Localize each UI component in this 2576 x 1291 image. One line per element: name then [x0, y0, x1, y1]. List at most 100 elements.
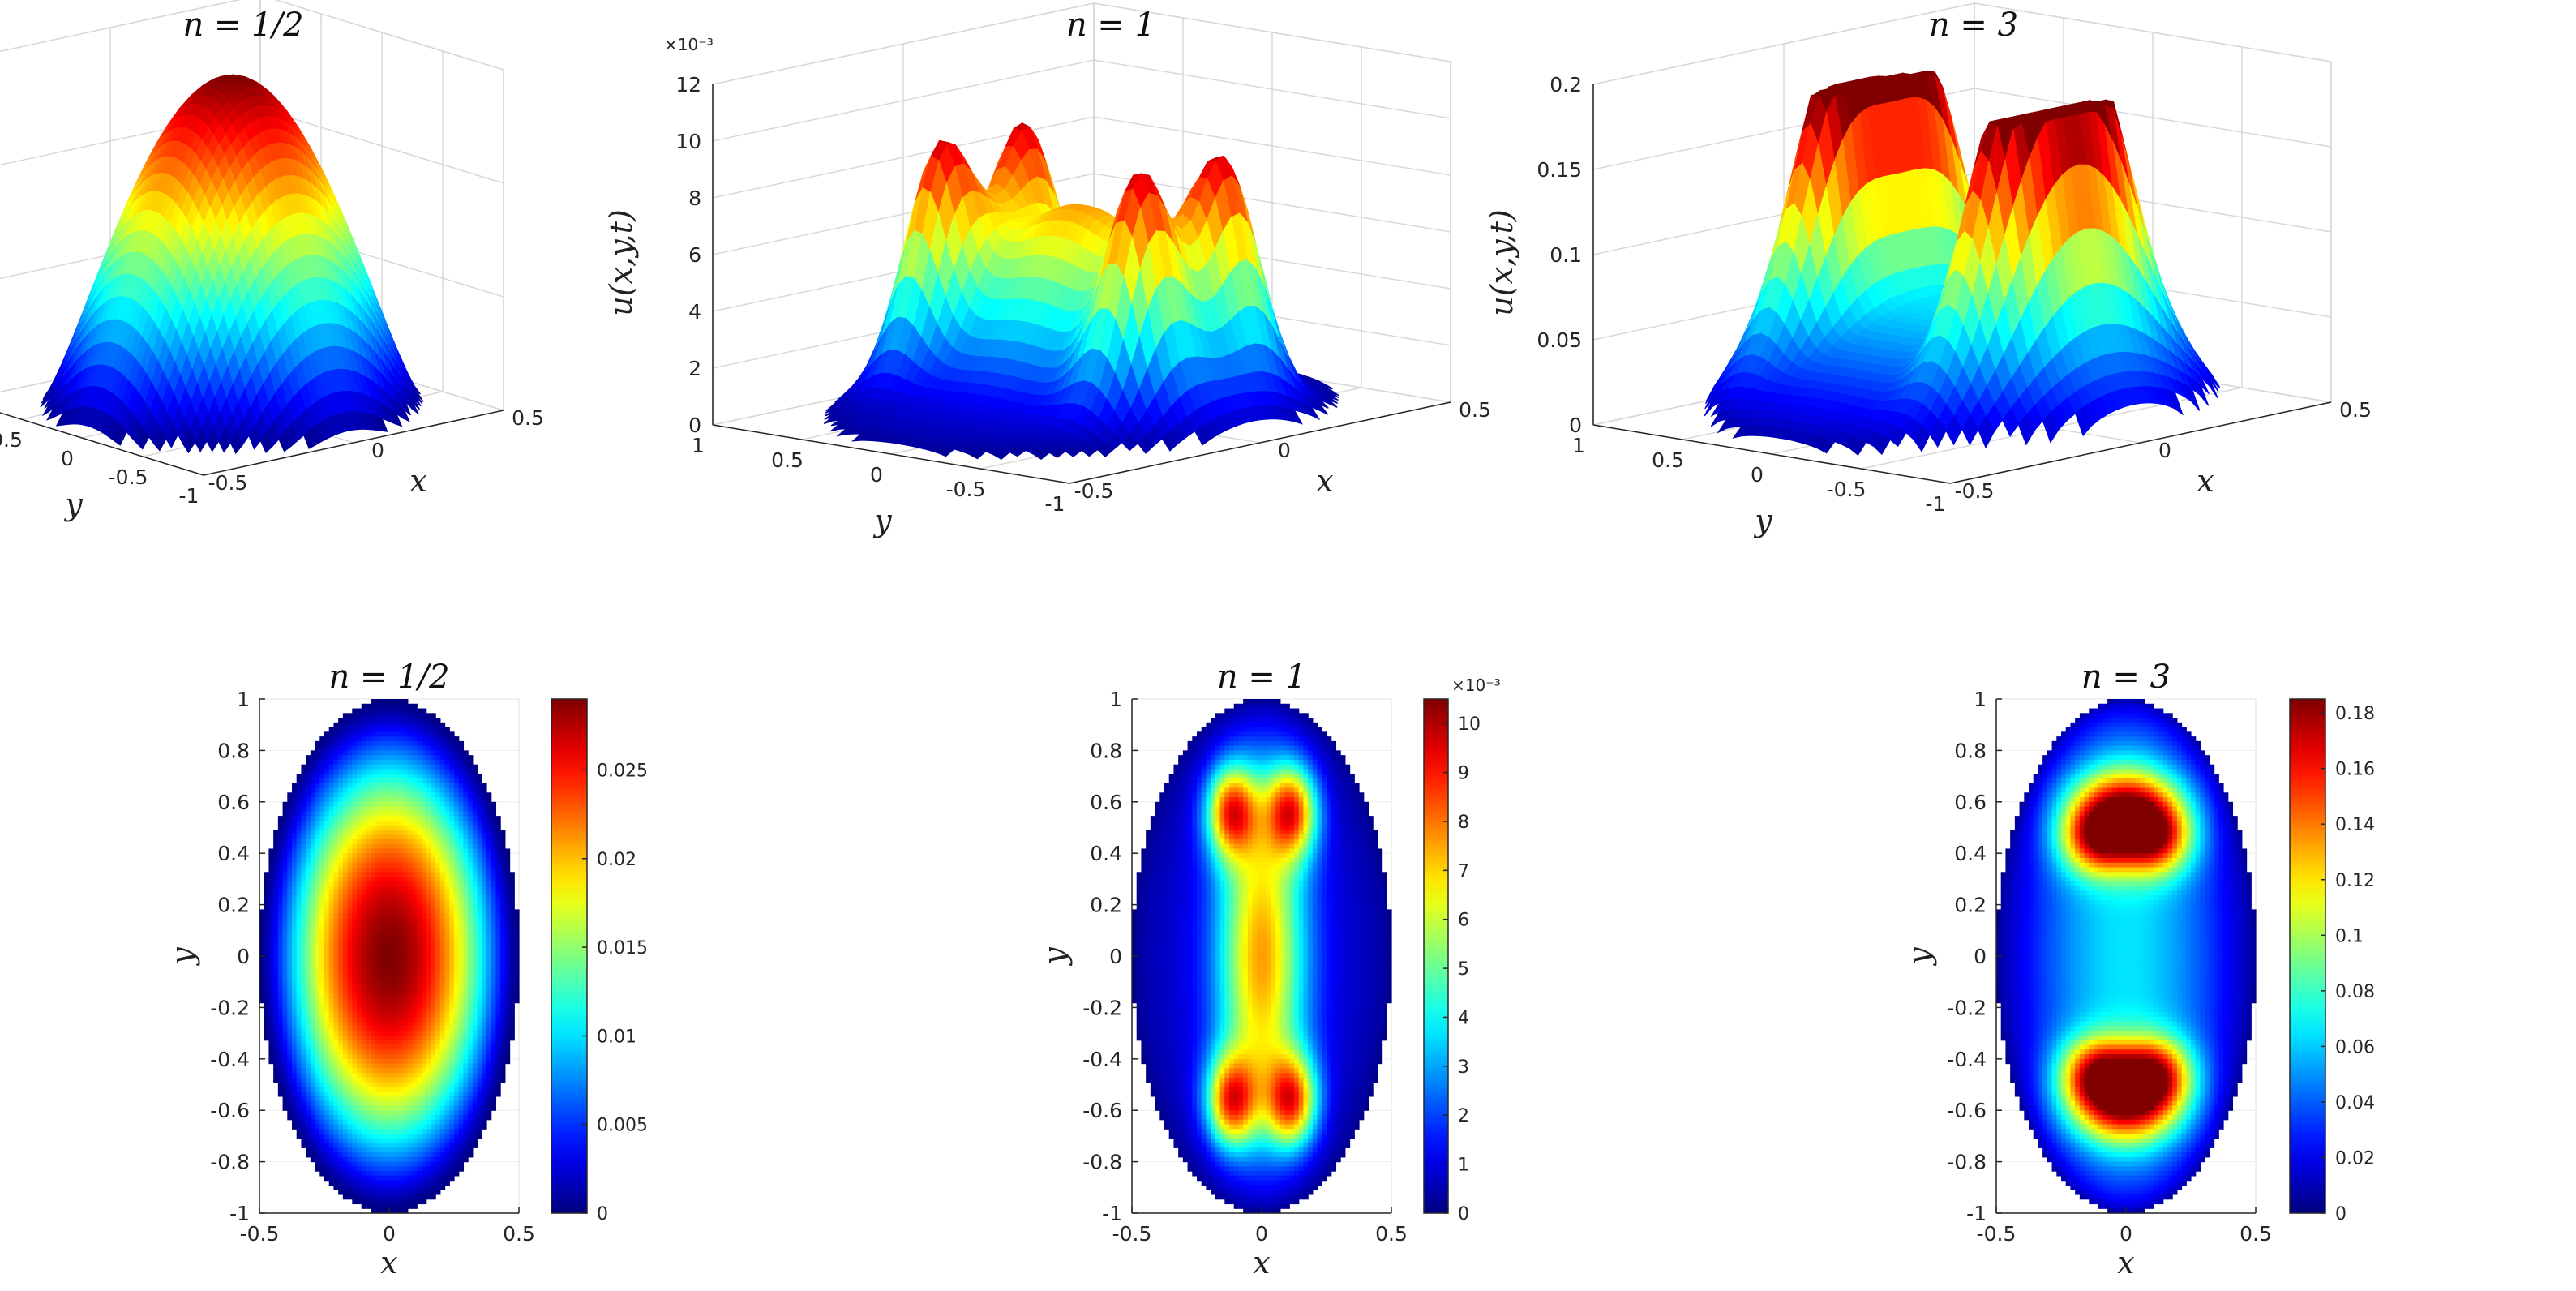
heatmap-cell [268, 937, 273, 942]
y-tick-label: -0.5 [109, 465, 148, 489]
heatmap-cell [268, 886, 273, 891]
heatmap-cell [273, 980, 278, 984]
heatmap-cell [273, 1040, 278, 1045]
y-tick-label: 0.5 [1652, 448, 1684, 472]
heatmap-cell [283, 905, 288, 910]
heatmap-cell [264, 881, 269, 886]
heatmap-cell [278, 1073, 283, 1078]
heatmap-cell [278, 928, 283, 933]
heatmap-cell [268, 970, 273, 975]
heatmap-cell [278, 895, 283, 900]
heatmap-cell [283, 816, 288, 821]
heatmap-cell [273, 942, 278, 947]
heatmap-cell [259, 942, 264, 947]
heatmap-cell [268, 1017, 273, 1022]
heatmap-cell [264, 919, 269, 924]
z-tick-label: 0.2 [1549, 73, 1582, 97]
heatmap-cell [283, 830, 288, 834]
heatmap-cell [278, 980, 283, 984]
heatmap-cell [268, 863, 273, 868]
heatmap-cell [268, 975, 273, 980]
heatmap-cell [278, 1068, 283, 1073]
heatmap-cell [278, 848, 283, 853]
heatmap-cell [259, 924, 264, 929]
heatmap-cell [283, 928, 288, 933]
heatmap-cell [283, 834, 288, 839]
heatmap-cell [264, 989, 269, 993]
heatmap-cell [283, 924, 288, 929]
heatmap-cell [278, 1036, 283, 1040]
heatmap-cell [273, 853, 278, 858]
heatmap-cell [273, 970, 278, 975]
heatmap-cell [264, 914, 269, 919]
heatmap-cell [264, 1026, 269, 1031]
heatmap-cell [273, 905, 278, 910]
heatmap-cell [264, 872, 269, 877]
heatmap-cell [283, 867, 288, 872]
heatmap-cell [264, 970, 269, 975]
heatmap-cell [268, 1031, 273, 1036]
heatmap-cell [273, 844, 278, 849]
z-tick-label: 6 [688, 243, 701, 267]
heatmap-cell [278, 914, 283, 919]
heatmap-cell [273, 1007, 278, 1012]
heatmap-cell [268, 905, 273, 910]
heatmap-cell [264, 1031, 269, 1036]
heatmap-cell [278, 886, 283, 891]
heatmap-cell [273, 956, 278, 961]
heatmap-cell [273, 975, 278, 980]
heatmap-cell [273, 1036, 278, 1040]
heatmap-cell [273, 914, 278, 919]
heatmap-cell [268, 966, 273, 971]
heatmap-cell [278, 909, 283, 914]
heatmap-cell [273, 890, 278, 895]
heatmap-cell [283, 890, 288, 895]
heatmap-cell [268, 998, 273, 1003]
z-tick-label: 2 [688, 357, 701, 380]
heatmap-cell [259, 919, 264, 924]
heatmap-cell [278, 946, 283, 951]
heatmap-cell [278, 826, 283, 830]
heatmap-cell [273, 1078, 278, 1083]
y-tick-label: -1 [1045, 492, 1065, 516]
heatmap-cell [278, 900, 283, 905]
heatmap-cell [283, 909, 288, 914]
surface-title: n = 1 [1066, 6, 1155, 44]
z-multiplier: ×10⁻³ [664, 35, 714, 54]
heatmap-cell [278, 989, 283, 993]
heatmap-cell [283, 848, 288, 853]
heatmap-cell [273, 1073, 278, 1078]
heatmap-cell [283, 863, 288, 868]
heatmap-cell [278, 998, 283, 1003]
heatmap-cell [268, 1059, 273, 1064]
heatmap-cell [268, 919, 273, 924]
heatmap-cell [268, 1007, 273, 1012]
heatmap-cell [268, 946, 273, 951]
heatmap-cell [264, 924, 269, 929]
heatmap-cell [273, 895, 278, 900]
heatmap-cell [273, 886, 278, 891]
heatmap-cell [273, 1012, 278, 1017]
heatmap-cell [268, 980, 273, 984]
heatmap-cell [268, 914, 273, 919]
heatmap-cell [268, 909, 273, 914]
heatmap-cell [278, 863, 283, 868]
heatmap-cell [264, 980, 269, 984]
heatmap-cell [268, 877, 273, 881]
heatmap-cell [278, 1022, 283, 1027]
y-tick-label: 0 [61, 447, 74, 470]
x-tick-label: 0.5 [512, 406, 544, 430]
heatmap-cell [278, 1049, 283, 1054]
heatmap-cell [278, 1007, 283, 1012]
heatmap-cell [259, 984, 264, 989]
heatmap-cell [278, 1064, 283, 1069]
heatmap-cell [278, 951, 283, 956]
y-tick-label: 1 [1572, 434, 1585, 457]
z-axis-label: u(x,y,t) [603, 209, 639, 315]
z-axis-label: u(x,y,t) [1484, 209, 1519, 315]
heatmap-cell [278, 1017, 283, 1022]
heatmap-cell [273, 1054, 278, 1059]
y-tick-label: 0.5 [771, 448, 804, 472]
heatmap-cell [273, 830, 278, 834]
